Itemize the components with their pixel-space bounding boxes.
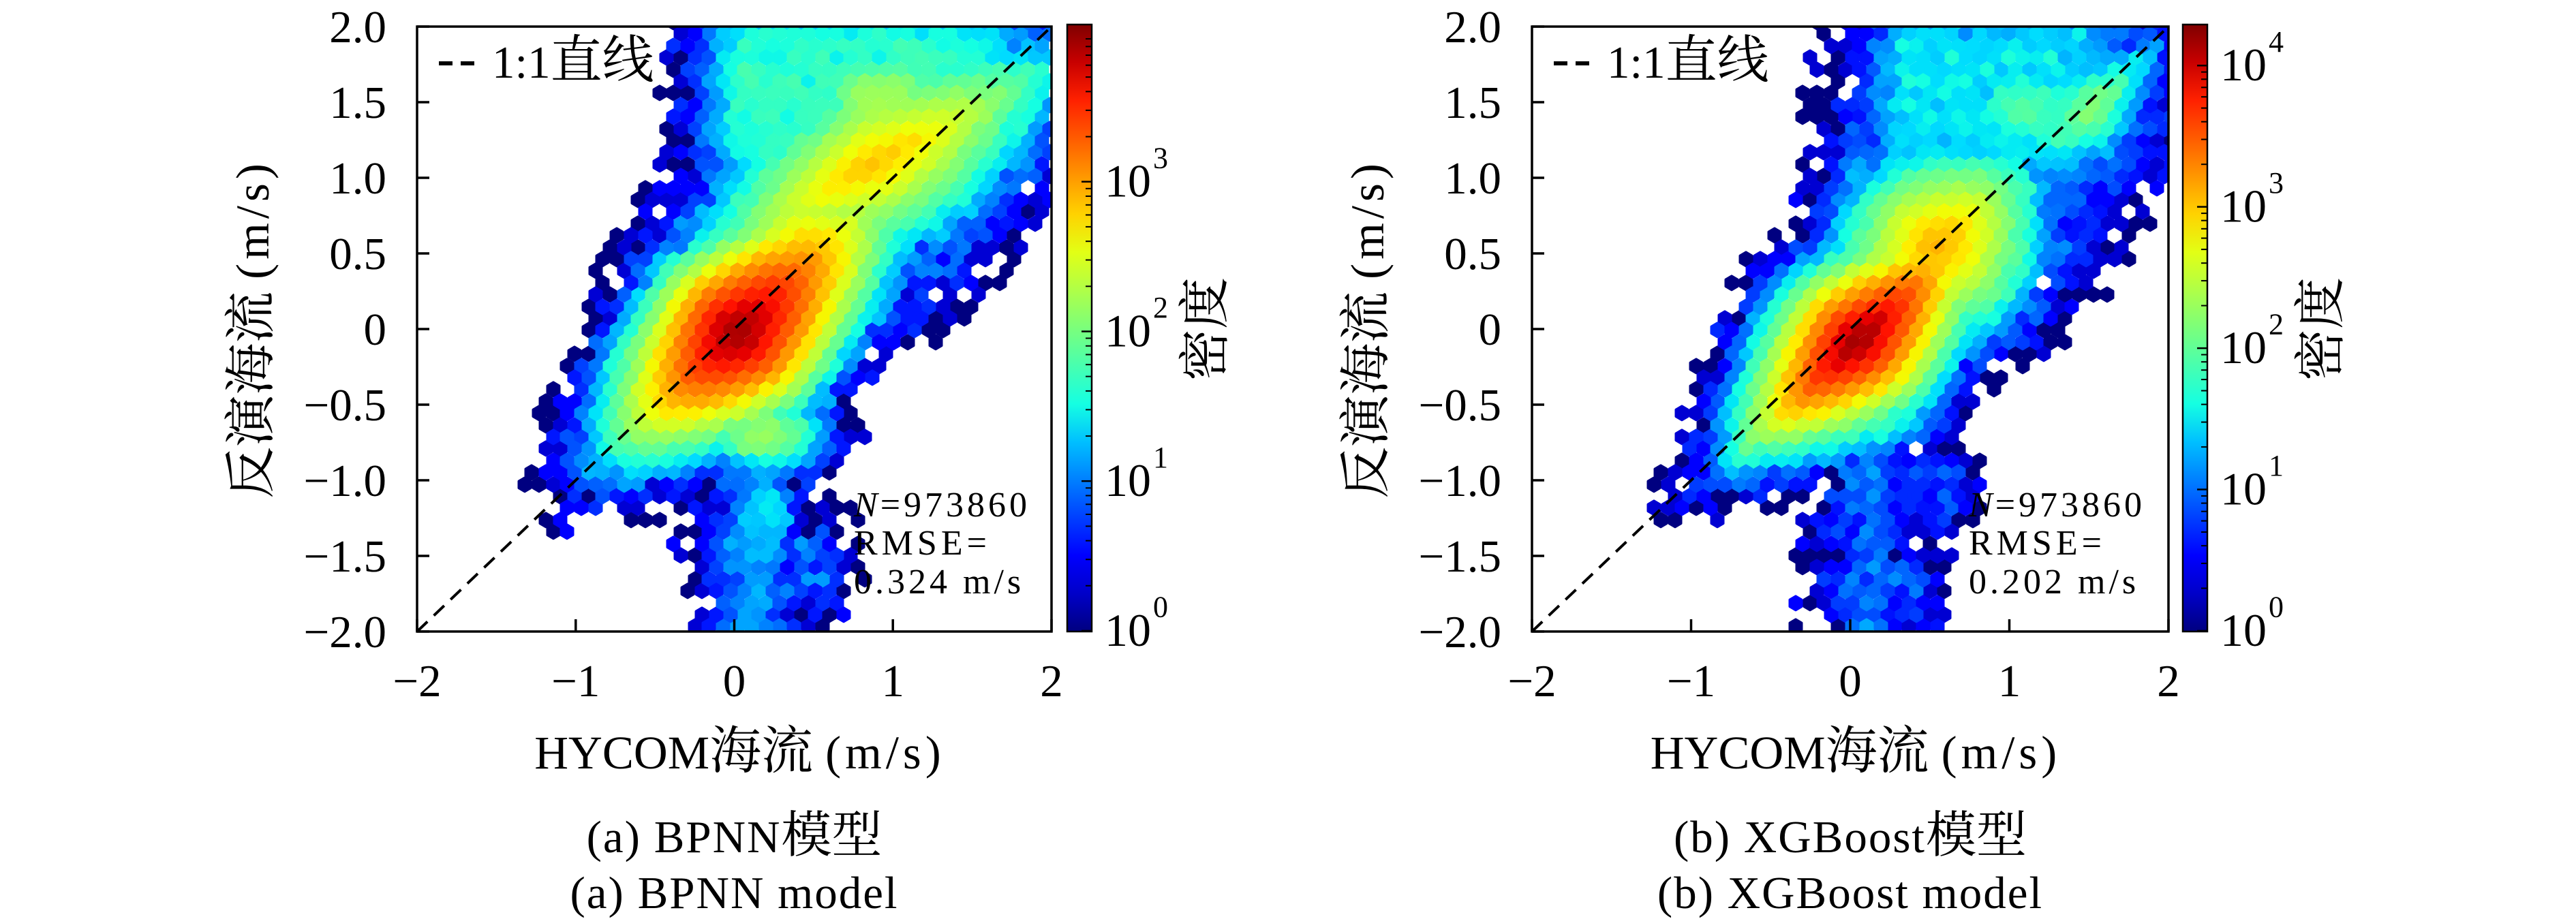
svg-text:1: 1: [881, 656, 904, 706]
svg-text:10: 10: [2220, 181, 2267, 232]
svg-text:−1.5: −1.5: [1418, 531, 1501, 582]
svg-text:(a) BPNN model: (a) BPNN model: [570, 868, 899, 918]
svg-text:2: 2: [1040, 656, 1063, 706]
svg-text:(b) XGBoost model: (b) XGBoost model: [1657, 868, 2043, 918]
svg-text:1: 1: [1998, 656, 2021, 706]
svg-text:=973860: =973860: [880, 486, 1030, 525]
svg-text:2.0: 2.0: [329, 2, 386, 52]
svg-text:1:1: 1:1: [492, 37, 551, 88]
svg-text:1: 1: [1153, 441, 1168, 474]
svg-text:RMSE=: RMSE=: [854, 524, 991, 563]
svg-text:−0.5: −0.5: [303, 380, 386, 431]
svg-text:(m/s): (m/s): [825, 727, 945, 779]
svg-text:1.5: 1.5: [1444, 78, 1501, 128]
svg-text:−2.0: −2.0: [303, 607, 386, 657]
svg-text:0: 0: [1153, 591, 1168, 624]
svg-text:(a) BPNN: (a) BPNN: [587, 812, 782, 862]
svg-text:0: 0: [2269, 591, 2284, 624]
svg-text:1.5: 1.5: [329, 78, 386, 128]
svg-text:−2: −2: [1507, 656, 1556, 706]
svg-text:1:1: 1:1: [1607, 37, 1666, 88]
svg-text:(m/s): (m/s): [1342, 159, 1394, 279]
svg-text:10: 10: [2220, 604, 2267, 656]
svg-text:−0.5: −0.5: [1418, 380, 1501, 431]
svg-text:−2: −2: [393, 656, 441, 706]
svg-text:−1.0: −1.0: [1418, 456, 1501, 506]
svg-text:1: 1: [2269, 449, 2284, 482]
svg-text:−1.0: −1.0: [303, 456, 386, 506]
svg-text:3: 3: [1153, 141, 1168, 174]
svg-text:0: 0: [1479, 305, 1502, 355]
svg-text:0.202 m/s: 0.202 m/s: [1969, 563, 2139, 602]
svg-text:4: 4: [2269, 25, 2284, 59]
svg-text:0: 0: [723, 656, 746, 706]
svg-text:−1.5: −1.5: [303, 531, 386, 582]
svg-text:10: 10: [1105, 454, 1151, 506]
svg-text:1.0: 1.0: [329, 153, 386, 204]
svg-text:2: 2: [1153, 291, 1168, 324]
svg-text:−1: −1: [551, 656, 600, 706]
svg-text:N: N: [853, 486, 880, 525]
svg-text:0: 0: [364, 305, 387, 355]
svg-text:2: 2: [2157, 656, 2180, 706]
svg-text:10: 10: [1105, 155, 1151, 207]
svg-text:(m/s): (m/s): [1942, 727, 2061, 779]
svg-text:10: 10: [1105, 604, 1151, 656]
svg-text:0.5: 0.5: [329, 229, 386, 279]
svg-text:1.0: 1.0: [1444, 153, 1501, 204]
svg-text:10: 10: [2220, 463, 2267, 515]
svg-text:0.324 m/s: 0.324 m/s: [854, 563, 1024, 602]
svg-text:N: N: [1968, 486, 1995, 525]
svg-text:HYCOM: HYCOM: [1651, 727, 1826, 779]
svg-text:(b) XGBoost: (b) XGBoost: [1674, 812, 1926, 862]
svg-text:10: 10: [2220, 39, 2267, 91]
svg-text:3: 3: [2269, 166, 2284, 200]
svg-text:RMSE=: RMSE=: [1969, 524, 2106, 563]
svg-text:HYCOM: HYCOM: [534, 727, 709, 779]
svg-text:10: 10: [2220, 322, 2267, 373]
svg-text:0.5: 0.5: [1444, 229, 1501, 279]
svg-text:−2.0: −2.0: [1418, 607, 1501, 657]
svg-text:2: 2: [2269, 308, 2284, 341]
svg-text:=973860: =973860: [1995, 486, 2145, 525]
svg-text:2.0: 2.0: [1444, 2, 1501, 52]
svg-text:10: 10: [1105, 305, 1151, 357]
svg-text:(m/s): (m/s): [227, 159, 279, 279]
svg-text:0: 0: [1839, 656, 1862, 706]
svg-text:−1: −1: [1667, 656, 1715, 706]
